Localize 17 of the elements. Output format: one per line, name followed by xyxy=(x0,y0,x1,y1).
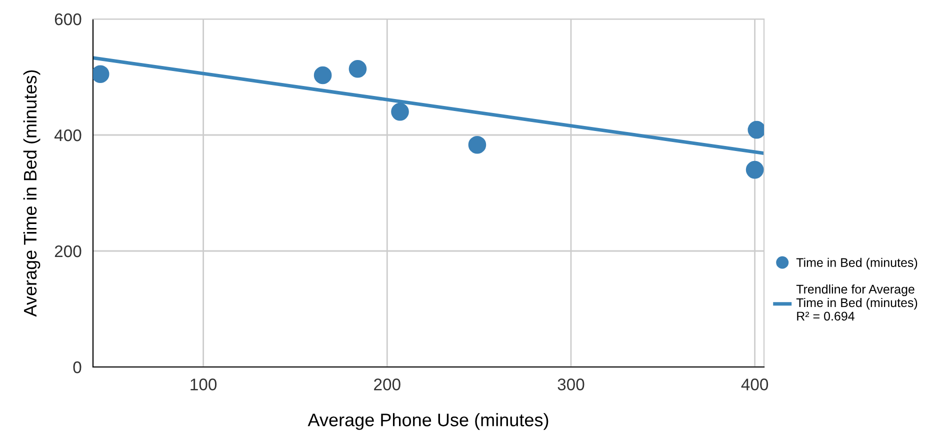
x-tick-label: 400 xyxy=(741,378,768,390)
y-tick-label: 200 xyxy=(54,245,82,258)
point xyxy=(391,102,409,121)
legend-label: Trendline for Average Time in Bed (minutes) R² = 0.694 xyxy=(796,284,918,321)
point xyxy=(746,160,764,179)
point xyxy=(314,66,332,84)
legend-label: Time in Bed (minutes) xyxy=(796,258,918,270)
x-tick-label: 200 xyxy=(374,378,400,390)
y-tick-label: 600 xyxy=(54,13,82,26)
x-axis-title: Average Phone Use (minutes) xyxy=(308,413,548,430)
y-axis-title: Average Time in Bed (minutes) xyxy=(23,70,40,317)
x-tick-label: 100 xyxy=(190,378,217,390)
y-tick-label: 400 xyxy=(54,129,82,142)
point xyxy=(468,136,486,154)
x-tick-label: 300 xyxy=(558,378,584,390)
point xyxy=(348,60,367,78)
y-tick-label: 0 xyxy=(73,361,82,374)
